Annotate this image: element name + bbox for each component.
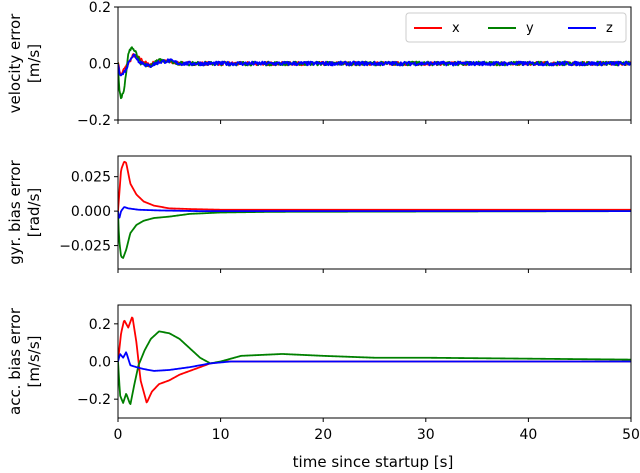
legend-label-x: x (452, 21, 460, 36)
x-tick-label: 40 (519, 427, 537, 443)
y-axis-label: acc. bias error[m/s/s] (6, 307, 43, 415)
y-tick-label: 0.0 (89, 57, 111, 73)
y-tick-label: 0.0 (89, 355, 111, 371)
subplot-3: −0.2 0.0 0.2 0 10 20 30 40 50 acc. bias error[m/s… (6, 304, 640, 443)
y-tick-label: 0.025 (71, 170, 111, 186)
legend: x y z (405, 12, 627, 43)
series-line-x (118, 316, 631, 404)
y-tick-label: −0.2 (77, 392, 111, 408)
x-tick-label: 50 (622, 427, 640, 443)
y-tick-label: −0.2 (77, 113, 111, 129)
x-tick-label: 10 (212, 427, 230, 443)
y-tick-label: −0.025 (59, 239, 111, 255)
y-axis-label: gyr. bias error[rad/s] (6, 159, 43, 264)
series-line-z (118, 351, 631, 372)
x-tick-label: 20 (314, 427, 332, 443)
x-tick-label: 30 (417, 427, 435, 443)
y-tick-label: 0.2 (89, 0, 111, 16)
y-tick-label: 0.2 (89, 317, 111, 333)
series-line-z (118, 53, 631, 77)
x-tick-label: 0 (114, 427, 123, 443)
x-axis-label: time since startup [s] (293, 453, 454, 471)
series-line-x (118, 160, 631, 212)
axes-frame (117, 155, 632, 270)
series-line-z (118, 206, 631, 219)
y-tick-label: 0.000 (71, 204, 111, 220)
subplot-1: −0.2 0.0 0.2 velocity error[m/s] x y z (6, 0, 632, 129)
subplot-2: −0.025 0.000 0.025 gyr. bias error[rad/s] (6, 155, 632, 273)
legend-label-y: y (526, 21, 534, 36)
series-line-y (118, 210, 631, 259)
legend-label-z: z (606, 21, 613, 36)
y-axis-label: velocity error[m/s] (6, 13, 43, 114)
series-line-y (118, 330, 631, 405)
series-line-y (118, 46, 631, 100)
